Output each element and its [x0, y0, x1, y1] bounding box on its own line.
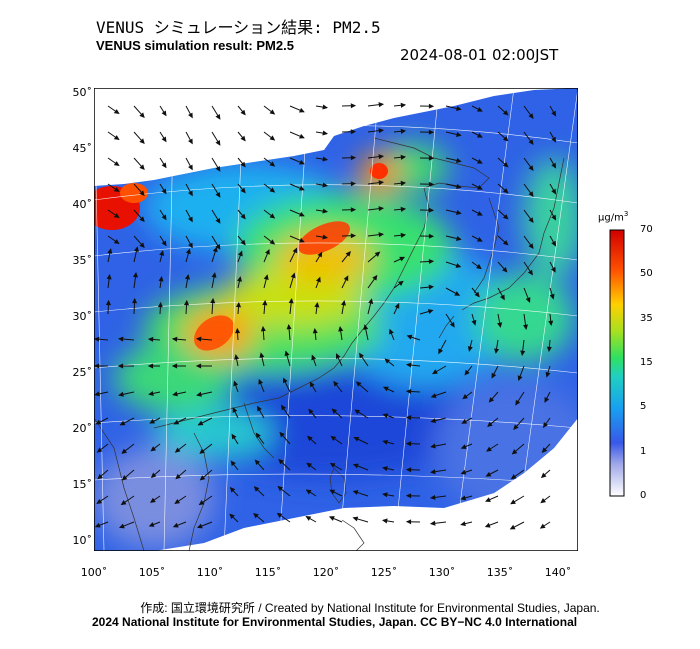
colorbar [609, 229, 625, 497]
latitude-label: 15˚ [72, 478, 93, 491]
longitude-label: 135˚ [486, 566, 514, 579]
longitude-label: 110˚ [196, 566, 224, 579]
latitude-label: 50˚ [72, 86, 93, 99]
copyright-line: 2024 National Institute for Environmenta… [92, 615, 578, 629]
colorbar-unit: µg/m3 [598, 210, 629, 224]
latitude-label: 20˚ [72, 422, 93, 435]
concentration-field [94, 88, 578, 551]
pm25-map [94, 88, 578, 551]
title-english: VENUS simulation result: PM2.5 [96, 38, 294, 53]
coastlines [94, 137, 565, 551]
colorbar-tick-label: 35 [640, 312, 653, 324]
colorbar-tick-label: 0 [640, 490, 647, 501]
graticule [94, 88, 578, 551]
longitude-label: 105˚ [138, 566, 166, 579]
timestamp: 2024-08-01 02:00JST [400, 46, 559, 64]
credit-line: 作成: 国立環境研究所 / Created by National Instit… [140, 601, 600, 615]
wind-vectors [94, 102, 557, 530]
latitude-label: 10˚ [72, 534, 93, 547]
longitude-label: 125˚ [370, 566, 398, 579]
latitude-label: 45˚ [72, 142, 93, 155]
colorbar-tick-label: 5 [640, 401, 647, 413]
latitude-label: 35˚ [72, 254, 93, 267]
latitude-label: 40˚ [72, 198, 93, 211]
longitude-label: 100˚ [80, 566, 108, 579]
longitude-label: 120˚ [312, 566, 340, 579]
longitude-label: 115˚ [254, 566, 282, 579]
colorbar-tick-label: 70 [640, 224, 653, 235]
latitude-label: 30˚ [72, 310, 93, 323]
longitude-label: 140˚ [544, 566, 572, 579]
colorbar-tick-label: 50 [640, 268, 653, 280]
colorbar-tick-label: 1 [640, 445, 647, 457]
colorbar-tick-label: 15 [640, 357, 653, 368]
longitude-label: 130˚ [428, 566, 456, 579]
latitude-label: 25˚ [72, 366, 93, 379]
title-japanese: VENUS シミュレーション結果: PM2.5 [96, 18, 381, 37]
